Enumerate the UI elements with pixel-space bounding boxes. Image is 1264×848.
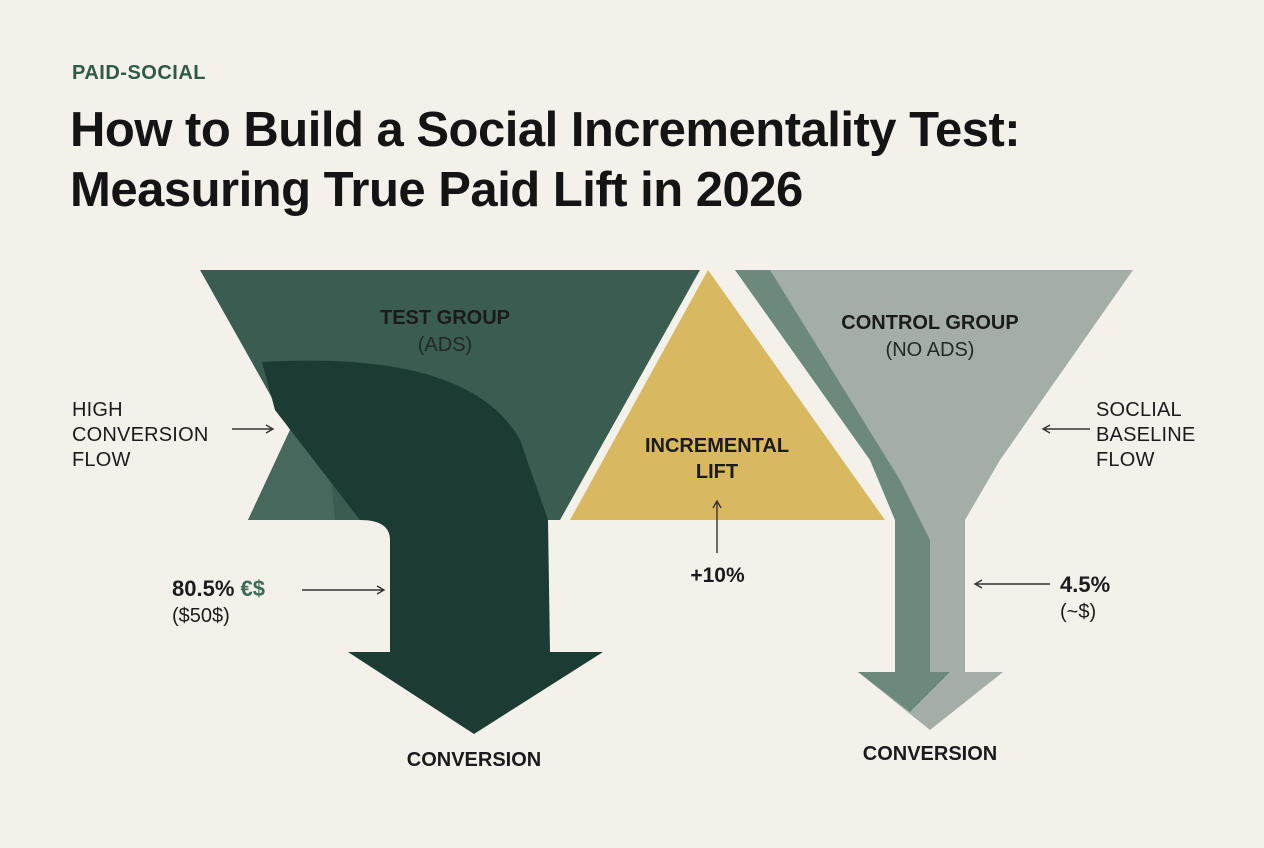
control-group-subtitle: (NO ADS) bbox=[885, 339, 975, 361]
side-label-line: FLOW bbox=[72, 449, 131, 471]
test-group-title: TEST GROUP bbox=[379, 307, 510, 329]
control-group-title: CONTROL GROUP bbox=[841, 312, 1019, 334]
incremental-lift-triangle bbox=[570, 270, 885, 520]
test-metric: 80.5% €$ bbox=[172, 576, 265, 601]
currency-symbol: €$ bbox=[240, 576, 265, 601]
side-label-line: BASELINE bbox=[1096, 424, 1196, 446]
page-title: How to Build a Social Incrementality Tes… bbox=[70, 103, 1021, 217]
test-funnel-left-wing bbox=[248, 430, 335, 520]
control-metric-value: 4.5% bbox=[1060, 572, 1111, 597]
test-outcome-label: CONVERSION bbox=[406, 749, 542, 771]
side-label-line: CONVERSION bbox=[72, 424, 209, 446]
side-label-line: FLOW bbox=[1096, 449, 1155, 471]
eyebrow-label: PAID-SOCIAL bbox=[72, 62, 207, 84]
baseline-flow-label: SOCLIAL BASELINE FLOW bbox=[1096, 398, 1246, 473]
high-conversion-flow-label: HIGH CONVERSION FLOW bbox=[72, 398, 232, 473]
test-metric-sub: ($50$) bbox=[172, 605, 230, 627]
control-outcome-label: CONVERSION bbox=[862, 743, 998, 765]
test-flow bbox=[262, 360, 603, 734]
side-label-line: HIGH bbox=[72, 399, 123, 421]
test-metric-value: 80.5% bbox=[172, 576, 235, 601]
control-metric-sub: (~$) bbox=[1060, 601, 1097, 623]
test-group-subtitle: (ADS) bbox=[417, 334, 473, 356]
incremental-title-line1: INCREMENTAL bbox=[644, 435, 790, 457]
side-label-line: SOCLIAL bbox=[1096, 399, 1182, 421]
incremental-value: +10% bbox=[690, 564, 745, 587]
control-flow bbox=[735, 270, 950, 712]
incremental-title-line2: LIFT bbox=[695, 461, 739, 483]
